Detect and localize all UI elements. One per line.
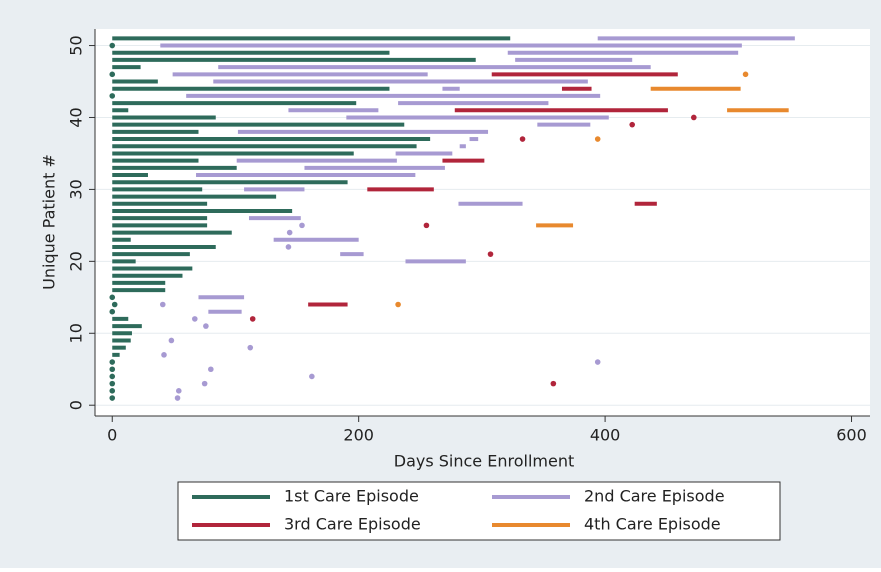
episode-dot [629, 121, 636, 128]
episode-dot [742, 71, 749, 78]
episode-dot [109, 395, 116, 401]
x-axis-label: Days Since Enrollment [394, 452, 574, 471]
y-tick-label: 0 [67, 400, 86, 410]
y-tick-label: 10 [67, 323, 86, 343]
legend-label: 1st Care Episode [284, 487, 419, 506]
x-tick-label: 200 [343, 426, 374, 445]
episode-dot [594, 359, 601, 365]
x-tick-label: 600 [836, 426, 867, 445]
episode-dot [286, 229, 293, 236]
episode-dot [161, 352, 167, 358]
episode-dot [111, 301, 118, 308]
x-tick-label: 400 [590, 426, 621, 445]
episode-dot [174, 395, 181, 401]
episode-dot [175, 388, 182, 394]
episode-dot [192, 316, 198, 322]
episode-dot [159, 301, 166, 308]
episode-dot [109, 294, 116, 301]
x-tick-label: 0 [107, 426, 117, 445]
episode-dot [309, 373, 315, 380]
episode-dot [109, 373, 116, 380]
episode-dot [109, 93, 116, 99]
episode-dot [168, 337, 175, 344]
legend-label: 2nd Care Episode [584, 487, 725, 506]
y-axis-label: Unique Patient # [40, 154, 59, 290]
episode-dot [594, 136, 601, 142]
episode-dot [201, 380, 208, 387]
episode-dot [423, 222, 430, 229]
episode-dot [109, 71, 116, 78]
episode-dot [285, 244, 292, 250]
episode-dot [109, 380, 116, 387]
episode-dot [247, 344, 254, 351]
episode-dot [299, 222, 305, 229]
episode-dot [203, 323, 209, 329]
y-tick-label: 20 [67, 251, 86, 271]
episode-dot [249, 316, 256, 322]
episode-dot [109, 366, 116, 373]
episode-dot [550, 380, 557, 387]
y-tick-label: 40 [67, 107, 86, 127]
episode-dot [691, 114, 697, 121]
episode-dot [487, 251, 494, 257]
episode-dot [109, 359, 116, 365]
episode-dot [519, 136, 526, 142]
episode-dot [109, 388, 116, 394]
legend [177, 481, 781, 541]
y-tick-label: 30 [67, 179, 86, 199]
episode-dot [109, 308, 116, 315]
legend-label: 3rd Care Episode [284, 515, 421, 534]
y-tick-label: 50 [67, 35, 86, 55]
episode-dot [395, 301, 401, 308]
episode-dot [109, 42, 116, 49]
episode-dot [208, 366, 214, 373]
plot-area [95, 29, 870, 416]
legend-label: 4th Care Episode [584, 515, 721, 534]
